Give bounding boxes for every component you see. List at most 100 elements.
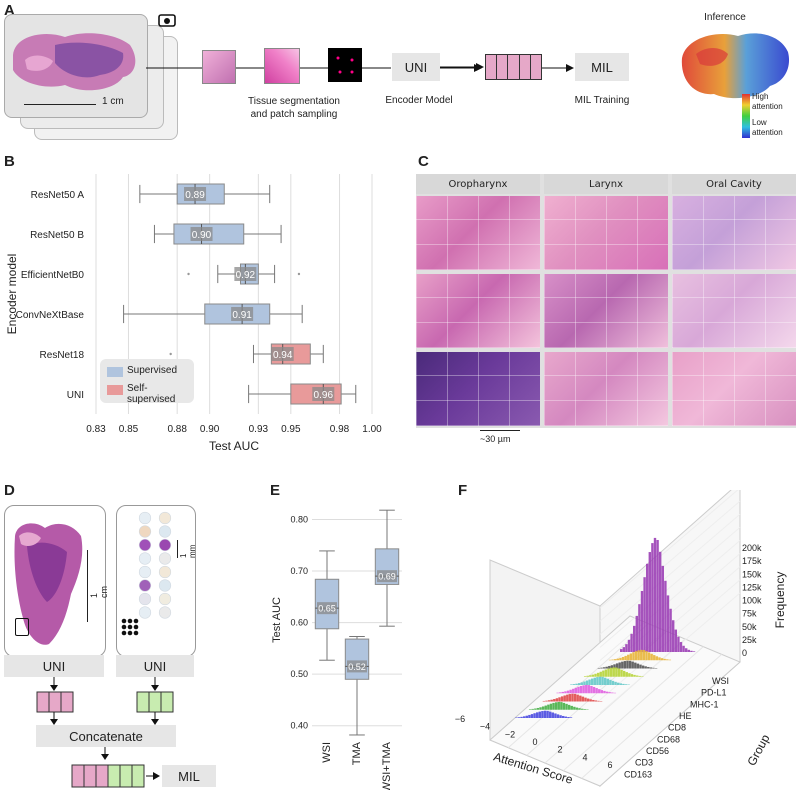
hist-bar-f	[562, 702, 566, 710]
hist-bar-f	[615, 667, 618, 677]
hist-bar-f	[578, 683, 581, 685]
hist-bar-f	[570, 684, 573, 685]
hist-bar-f	[614, 659, 617, 661]
box-e	[344, 638, 370, 680]
hist-bar-f	[585, 680, 589, 685]
y-tick-label-b: ResNet50 B	[30, 230, 84, 241]
hist-bar-f	[582, 685, 585, 694]
hist-bar-f	[635, 615, 638, 652]
hist-bar-f	[571, 693, 574, 702]
hist-bar-f	[640, 590, 644, 652]
hist-bar-f	[557, 701, 560, 710]
step-segmentation-label: Tissue segmentation and patch sampling	[248, 96, 340, 120]
flier-b	[297, 272, 301, 276]
hist-bar-f	[656, 539, 659, 652]
floor-grid-f	[563, 646, 704, 772]
hist-bar-f	[651, 543, 654, 652]
x-tick-label-e: WSI	[321, 742, 333, 763]
y-tick-label-e: 0.70	[290, 566, 308, 576]
hist-bar-f	[585, 684, 588, 694]
hist-bar-f	[554, 713, 557, 718]
chart-e: 0.40 0.50 0.60 0.70 0.80 Test AUC 0.65 WSI 0.52 T…	[271, 509, 402, 790]
median-label-b: 0.92	[236, 270, 256, 281]
hist-bar-f	[574, 687, 578, 694]
hist-bar-f	[595, 688, 598, 694]
hist-bar-f	[523, 716, 526, 718]
hist-bar-f	[626, 660, 629, 669]
histology-tile	[672, 196, 796, 270]
hist-bar-f	[621, 661, 624, 669]
group-label-f: CD56	[646, 746, 669, 756]
y-axis-label-e: Test AUC	[271, 597, 283, 643]
hist-bar-f	[547, 704, 550, 710]
hist-bar-f	[630, 674, 634, 677]
x-tick-label-b: 0.95	[281, 424, 301, 435]
hist-bar-f	[556, 692, 559, 694]
hist-bar-f	[682, 645, 685, 652]
hist-bar-f	[622, 670, 626, 677]
hist-bar-f	[547, 700, 551, 702]
median-badge-e	[347, 660, 367, 673]
hist-bar-f	[552, 702, 555, 710]
hist-bar-f	[591, 674, 595, 677]
hist-bar-f	[652, 667, 655, 669]
hist-bar-f	[653, 655, 656, 661]
hist-bar-f	[554, 702, 558, 710]
hist-bar-f	[536, 712, 539, 718]
tma-core	[138, 552, 152, 565]
tma-core	[158, 525, 172, 538]
hist-bar-f	[611, 692, 614, 694]
z-tick-label-f: 50k	[742, 622, 757, 632]
histology-tile	[544, 274, 668, 348]
median-badge-e	[377, 570, 397, 583]
hist-bar-f	[562, 715, 565, 718]
legend-b: Supervised Self-supervised	[100, 359, 194, 405]
hist-bar-f	[597, 700, 600, 702]
z-tick-label-f: 25k	[742, 635, 757, 645]
median-label-b: 0.91	[232, 310, 252, 321]
hist-bar-f	[690, 650, 693, 652]
flier-b	[169, 352, 172, 356]
median-label-b: 0.96	[314, 390, 334, 401]
tma-core	[138, 606, 152, 619]
z-grid-f	[599, 500, 741, 622]
mil-box-d: MIL	[162, 765, 216, 787]
hist-bar-f	[533, 713, 536, 718]
hist-bar-f	[642, 650, 646, 661]
hist-bar-f	[661, 565, 664, 652]
hist-bar-f	[655, 656, 659, 661]
patch-1	[202, 50, 236, 84]
hist-bar-f	[630, 633, 633, 652]
hist-bar-f	[559, 715, 562, 718]
median-label-e: 0.69	[378, 572, 396, 582]
y-axis-label-f: Group	[744, 732, 772, 768]
chart-f: 0 25k 50k 75k 100k 125k 150k 175k 200k Frequency W…	[455, 490, 787, 788]
hist-bar-f	[575, 683, 578, 685]
hist-bar-f	[604, 669, 608, 677]
uni-left-box: UNI	[4, 655, 104, 677]
scale-bar-mm	[177, 540, 178, 558]
group-label-f: WSI	[712, 676, 729, 686]
wsi-thumbnail	[4, 14, 148, 118]
legend-swatch-self	[107, 385, 123, 395]
z-tick-label-f: 125k	[742, 582, 762, 592]
hist-bar-f	[525, 715, 528, 718]
hist-bar-f	[625, 644, 628, 652]
hist-bar-f	[580, 682, 583, 685]
hist-bar-f	[544, 705, 547, 710]
hist-bar-f	[610, 665, 614, 669]
panel-a-letter: A	[4, 2, 15, 19]
hist-bar-f	[545, 700, 548, 702]
hist-bar-f	[669, 608, 672, 652]
legend-self: Self-supervised	[127, 383, 176, 405]
x-tick-label-f: −4	[480, 722, 490, 732]
hist-bar-f	[627, 654, 630, 661]
histology-grid: Oropharynx Larynx Oral Cavity	[416, 174, 796, 428]
median-label-e: 0.52	[348, 662, 366, 672]
hist-bar-f	[567, 704, 571, 710]
hist-bar-f	[591, 678, 594, 685]
slide-icon	[15, 618, 29, 636]
uni-right-box: UNI	[116, 655, 194, 677]
hist-bar-f	[619, 683, 622, 685]
hist-bar-f	[536, 707, 540, 710]
